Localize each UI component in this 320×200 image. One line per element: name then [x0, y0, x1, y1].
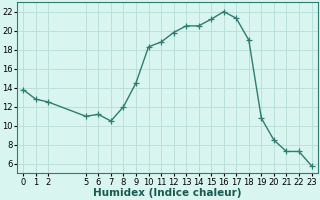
X-axis label: Humidex (Indice chaleur): Humidex (Indice chaleur) — [93, 188, 242, 198]
